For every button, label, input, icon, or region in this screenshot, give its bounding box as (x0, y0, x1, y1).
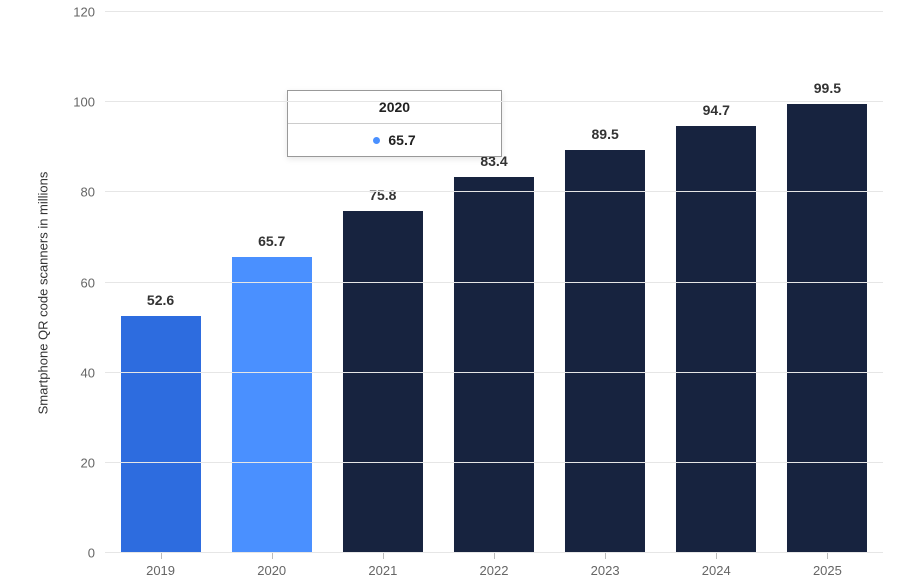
y-tick-label: 40 (81, 365, 95, 380)
bar[interactable]: 94.7 (676, 126, 756, 553)
grid-line (105, 11, 883, 12)
x-tick-label: 2024 (702, 563, 731, 578)
x-tick-label: 2022 (480, 563, 509, 578)
y-tick-label: 0 (88, 546, 95, 561)
y-tick-label: 20 (81, 455, 95, 470)
chart-container: Smartphone QR code scanners in millions … (40, 0, 895, 585)
x-tick-mark (272, 553, 273, 559)
bar-slot: 52.62019 (105, 12, 216, 553)
y-axis-label: Smartphone QR code scanners in millions (36, 171, 51, 414)
bar-slot: 99.52025 (772, 12, 883, 553)
x-tick-mark (383, 553, 384, 559)
bar-value-label: 99.5 (814, 80, 841, 96)
grid-line (105, 462, 883, 463)
grid-line (105, 372, 883, 373)
grid-line (105, 282, 883, 283)
y-tick-label: 100 (73, 95, 95, 110)
bar[interactable]: 65.7 (232, 257, 312, 553)
x-tick-label: 2025 (813, 563, 842, 578)
bar[interactable]: 75.8 (343, 211, 423, 553)
y-tick-label: 60 (81, 275, 95, 290)
x-tick-mark (827, 553, 828, 559)
x-tick-label: 2019 (146, 563, 175, 578)
bar-value-label: 89.5 (591, 126, 618, 142)
tooltip: 2020 65.7 (287, 90, 502, 157)
x-tick-mark (494, 553, 495, 559)
bar-value-label: 52.6 (147, 292, 174, 308)
x-tick-label: 2023 (591, 563, 620, 578)
x-tick-label: 2021 (368, 563, 397, 578)
tooltip-title: 2020 (288, 91, 501, 124)
y-tick-label: 80 (81, 185, 95, 200)
tooltip-value: 65.7 (388, 132, 415, 148)
bar-value-label: 65.7 (258, 233, 285, 249)
grid-line (105, 191, 883, 192)
bar-slot: 94.72024 (661, 12, 772, 553)
y-tick-label: 120 (73, 5, 95, 20)
x-tick-mark (161, 553, 162, 559)
bar-slot: 89.52023 (550, 12, 661, 553)
grid-line (105, 101, 883, 102)
x-tick-mark (605, 553, 606, 559)
bar[interactable]: 99.5 (787, 104, 867, 553)
bar-value-label: 94.7 (703, 102, 730, 118)
grid-line (105, 552, 883, 553)
bar[interactable]: 52.6 (121, 316, 201, 553)
bar[interactable]: 83.4 (454, 177, 534, 553)
tooltip-row: 65.7 (288, 124, 501, 156)
x-tick-mark (716, 553, 717, 559)
tooltip-dot (373, 137, 380, 144)
plot-area: 52.6201965.7202075.8202183.4202289.52023… (105, 12, 883, 553)
x-tick-label: 2020 (257, 563, 286, 578)
bar-value-label: 75.8 (369, 187, 396, 203)
bar[interactable]: 89.5 (565, 150, 645, 553)
